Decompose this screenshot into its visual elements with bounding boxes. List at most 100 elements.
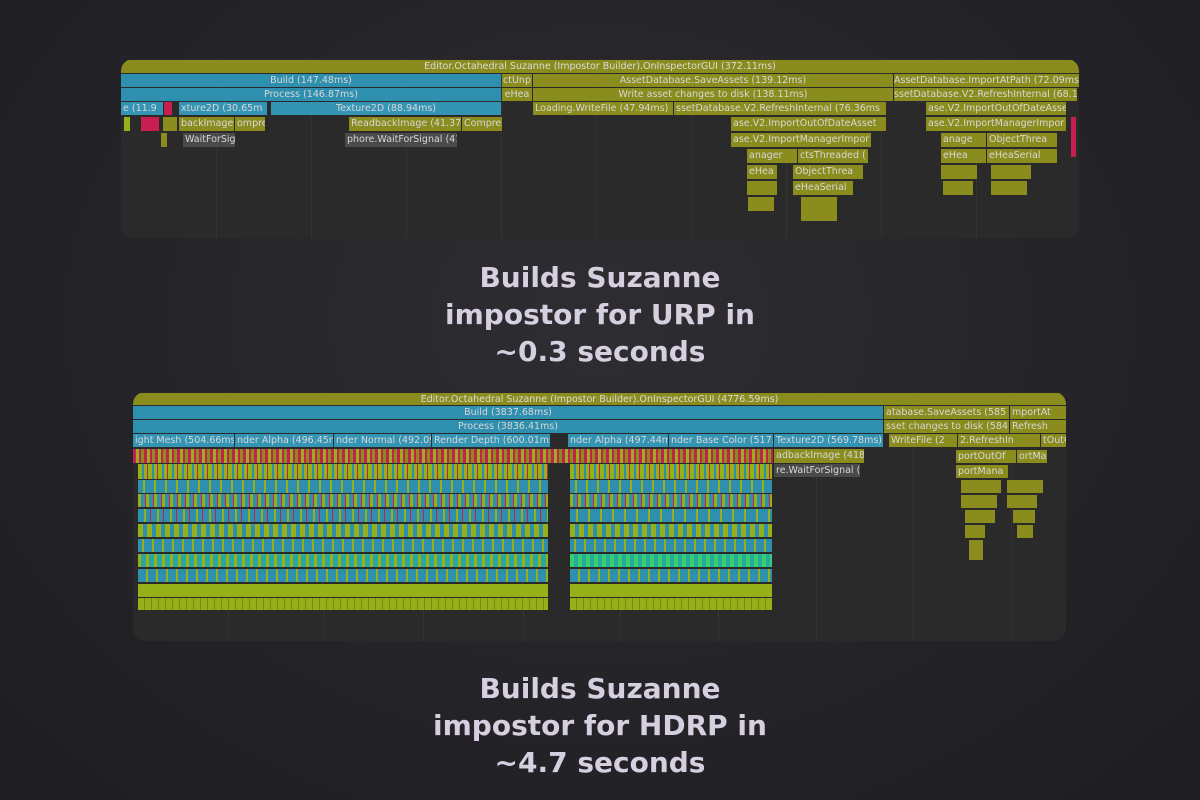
hdrp-mark [1017,525,1033,538]
hdrp-root-sample[interactable]: Editor.Octahedral Suzanne (Impostor Buil… [133,393,1066,405]
hdrp-stack-row [138,480,548,493]
hdrp-stack-row [570,509,772,522]
hdrp-mark [961,495,997,508]
urp-wait-a-sample[interactable]: WaitForSig [183,133,235,147]
urp-import-out-of-date-sample[interactable]: ase.V2.ImportOutOfDateAsset [731,117,886,131]
urp-mark [747,181,777,195]
hdrp-mark [1013,510,1035,523]
urp-heal-sample[interactable]: eHea [502,88,532,101]
hdrp-refresh-sample[interactable]: Refresh [1010,420,1066,433]
hdrp-import-out-of-sample[interactable]: tOutOf [1041,434,1066,447]
hdrp-wait-sample[interactable]: re.WaitForSignal (4 [774,464,860,477]
hdrp-stack-row [138,539,548,552]
urp-heaserial-2-sample[interactable]: eHeaSerial [987,149,1057,163]
hdrp-save-assets-sample[interactable]: atabase.SaveAssets (585 [884,406,1009,419]
urp-texture2d-a-sample[interactable]: xture2D (30.65m [179,102,267,115]
hdrp-stack-row [570,598,772,610]
hdrp-render-alpha-sample[interactable]: nder Alpha (496.45m [235,434,333,447]
urp-import-manager-2-sample[interactable]: ase.V2.ImportManagerImpor [926,117,1066,131]
urp-root-sample[interactable]: Editor.Octahedral Suzanne (Impostor Buil… [121,60,1079,73]
urp-refresh-internal-2-sample[interactable]: ssetDatabase.V2.RefreshInternal (68.16r [894,88,1077,101]
urp-objects-threaded-sample[interactable]: ctsThreaded ( [798,149,868,163]
urp-caption-line-2: impostor for URP in [445,298,755,331]
urp-loading-write-sample[interactable]: Loading.WriteFile (47.94ms) [533,102,673,115]
urp-compress-a-sample[interactable]: ompre [235,117,265,131]
urp-caption-line-1: Builds Suzanne [479,261,721,294]
urp-import-out-2-sample[interactable]: ase.V2.ImportOutOfDateAsse [926,102,1066,115]
urp-red-sample[interactable] [164,102,172,115]
urp-import-at-path-sample[interactable]: AssetDatabase.ImportAtPath (72.09ms) [894,74,1079,87]
urp-manager-sample[interactable]: anager [747,149,797,163]
hdrp-render-normal-sample[interactable]: nder Normal (492.09n [334,434,431,447]
urp-object-thread-sample[interactable]: ObjectThrea [793,165,863,179]
hdrp-stack-row [138,569,548,582]
urp-mark [941,165,977,179]
urp-mark [161,133,167,147]
urp-manage-2-sample[interactable]: anage [941,133,986,147]
hdrp-stack-row [138,464,548,479]
urp-build-sample[interactable]: Build (147.48ms) [121,74,501,87]
urp-save-assets-sample[interactable]: AssetDatabase.SaveAssets (139.12ms) [533,74,893,87]
urp-wait-b-sample[interactable]: phore.WaitForSignal (41. [345,133,457,147]
urp-readback-b-sample[interactable]: ReadbackImage (41.37 [349,117,461,131]
urp-mark [141,117,159,131]
urp-heal-2-sample[interactable]: eHea [941,149,986,163]
hdrp-process-sample[interactable]: Process (3836.41ms) [133,420,883,433]
hdrp-port-man-sample[interactable]: ortMan [1017,450,1047,463]
hdrp-stack-row [570,569,772,582]
hdrp-port-out-of-sample[interactable]: portOutOf [956,450,1016,463]
hdrp-render-depth-sample[interactable]: Render Depth (600.01ms) [432,434,550,447]
urp-texture2d-b-sample[interactable]: Texture2D (88.94ms) [271,102,501,115]
hdrp-stack-row [570,554,772,567]
urp-import-manager-sample[interactable]: ase.V2.ImportManagerImpor [731,133,871,147]
urp-mark [124,117,130,131]
urp-small-left-sample[interactable]: e (11.9 [121,102,163,115]
urp-mark [748,197,774,211]
urp-process-sample[interactable]: Process (146.87ms) [121,88,501,101]
urp-profiler-timeline[interactable]: Editor.Octahedral Suzanne (Impostor Buil… [121,59,1079,238]
urp-compress-b-sample[interactable]: Compres [462,117,502,131]
hdrp-refresh-internal-sample[interactable]: 2.RefreshIn [958,434,1040,447]
urp-unpack-sample[interactable]: ctUnp [502,74,532,87]
hdrp-light-mesh-sample[interactable]: ight Mesh (504.66ms [133,434,234,447]
hdrp-caption-line-2: impostor for HDRP in [433,709,767,742]
hdrp-mark [965,525,985,538]
hdrp-mark [965,510,995,523]
hdrp-stack-row [570,524,772,537]
hdrp-mark [1007,495,1037,508]
urp-mark [991,165,1031,179]
hdrp-stack-row [138,598,548,610]
urp-readback-a-sample[interactable]: backImage [179,117,234,131]
hdrp-stack-row [570,464,772,479]
hdrp-profiler-timeline[interactable]: Editor.Octahedral Suzanne (Impostor Buil… [133,392,1066,641]
hdrp-readback-sample[interactable]: adbackImage (418 [774,449,864,463]
hdrp-stack-row [138,554,548,567]
urp-refresh-internal-sample[interactable]: ssetDatabase.V2.RefreshInternal (76.36ms [674,102,886,115]
hdrp-mark [969,540,983,560]
hdrp-render-alpha-2-sample[interactable]: nder Alpha (497.44m [568,434,668,447]
hdrp-stack-row [138,494,548,507]
hdrp-texture-stack [133,449,773,463]
hdrp-stack-row [138,524,548,537]
urp-mark [801,197,837,221]
hdrp-texture2d-sample[interactable]: Texture2D (569.78ms) [774,434,883,447]
hdrp-write-changes-sample[interactable]: sset changes to disk (584 [884,420,1009,433]
hdrp-import-at-sample[interactable]: mportAt [1010,406,1066,419]
hdrp-stack-row [138,509,548,522]
urp-heal2-sample[interactable]: eHea [747,165,777,179]
hdrp-stack-row [570,480,772,493]
urp-heaserial-sample[interactable]: eHeaSerial [793,181,853,195]
hdrp-stack-row [570,584,772,597]
hdrp-build-sample[interactable]: Build (3837.68ms) [133,406,883,419]
hdrp-write-file-sample[interactable]: WriteFile (2 [889,434,957,447]
hdrp-mark [961,480,1001,493]
urp-objects-threaded-2-sample[interactable]: ObjectThrea [987,133,1057,147]
hdrp-stack-row [570,539,772,552]
urp-mark [991,181,1027,195]
urp-mark [943,181,973,195]
urp-mark [1071,117,1076,157]
hdrp-port-mana-sample[interactable]: portMana [956,465,1008,478]
hdrp-render-base-color-sample[interactable]: nder Base Color (517.41 [669,434,773,447]
urp-caption: Builds Suzanne impostor for URP in ~0.3 … [0,259,1200,370]
urp-write-changes-sample[interactable]: Write asset changes to disk (138.11ms) [533,88,893,101]
